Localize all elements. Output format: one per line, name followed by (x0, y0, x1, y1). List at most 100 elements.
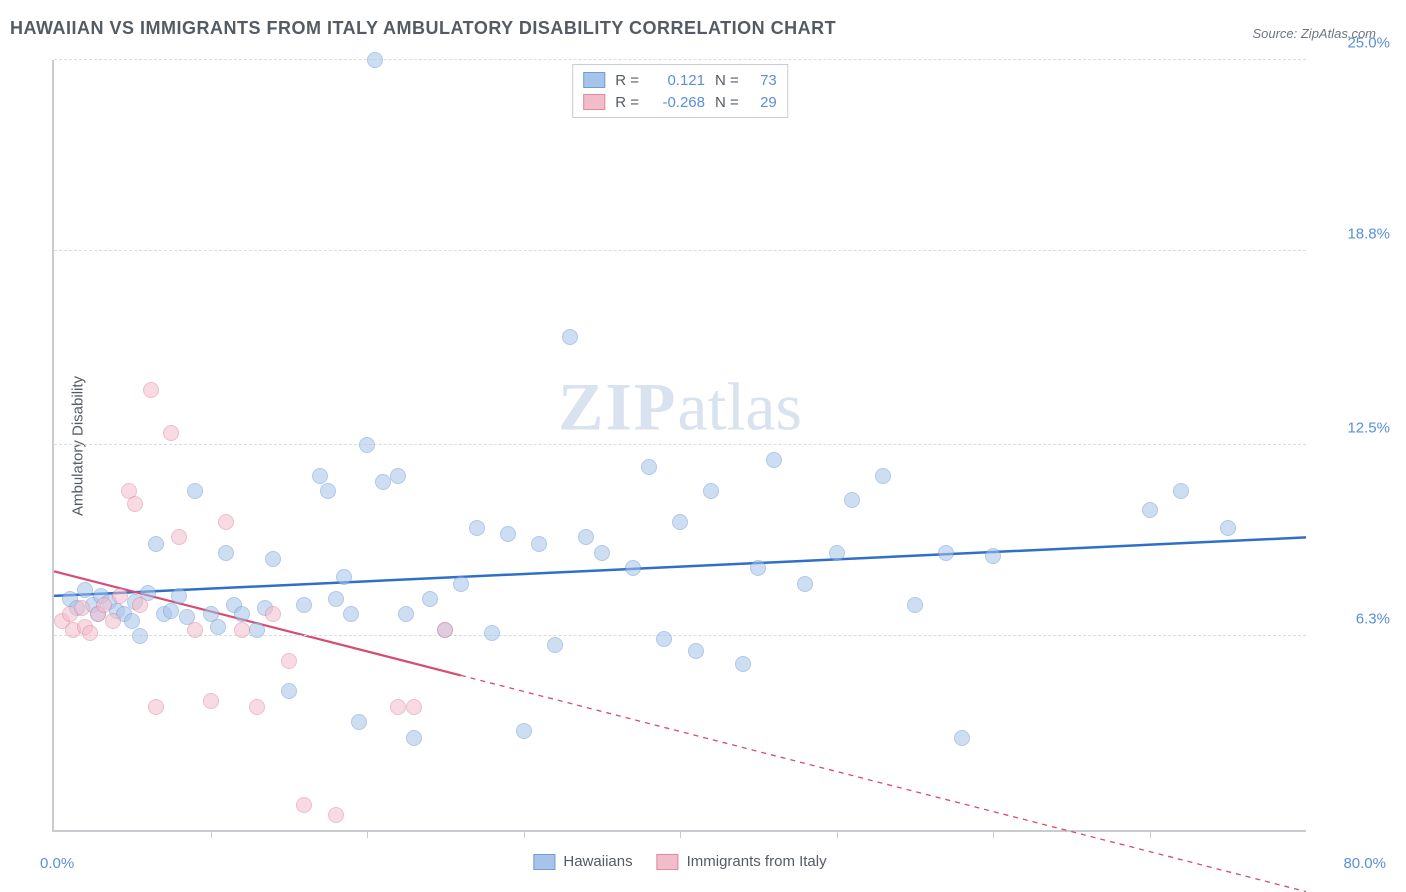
scatter-point-immigrants_italy (74, 600, 90, 616)
scatter-point-hawaiians (398, 606, 414, 622)
legend-r-prefix: R = (615, 94, 639, 111)
scatter-point-hawaiians (688, 643, 704, 659)
scatter-point-hawaiians (218, 545, 234, 561)
scatter-point-hawaiians (265, 551, 281, 567)
scatter-point-hawaiians (132, 628, 148, 644)
scatter-point-hawaiians (625, 560, 641, 576)
scatter-point-hawaiians (656, 631, 672, 647)
scatter-point-hawaiians (797, 576, 813, 592)
scatter-point-immigrants_italy (187, 622, 203, 638)
scatter-point-immigrants_italy (390, 699, 406, 715)
legend-stats-row: R = 0.121 N = 73 (583, 69, 777, 91)
scatter-point-immigrants_italy (105, 613, 121, 629)
scatter-point-hawaiians (375, 474, 391, 490)
legend-swatch-italy (583, 94, 605, 110)
scatter-point-immigrants_italy (203, 693, 219, 709)
scatter-point-hawaiians (171, 588, 187, 604)
x-tick (367, 830, 368, 838)
scatter-point-hawaiians (453, 576, 469, 592)
gridline (54, 59, 1306, 60)
scatter-point-hawaiians (351, 714, 367, 730)
scatter-point-hawaiians (703, 483, 719, 499)
watermark-zip: ZIP (558, 368, 677, 444)
scatter-point-hawaiians (406, 730, 422, 746)
scatter-point-hawaiians (547, 637, 563, 653)
scatter-point-immigrants_italy (171, 529, 187, 545)
gridline (54, 444, 1306, 445)
scatter-point-hawaiians (296, 597, 312, 613)
scatter-point-hawaiians (766, 452, 782, 468)
scatter-point-hawaiians (422, 591, 438, 607)
y-tick-label: 12.5% (1347, 420, 1390, 437)
scatter-point-hawaiians (320, 483, 336, 499)
y-tick-label: 18.8% (1347, 225, 1390, 242)
scatter-point-hawaiians (844, 492, 860, 508)
scatter-point-hawaiians (516, 723, 532, 739)
scatter-point-hawaiians (750, 560, 766, 576)
scatter-point-immigrants_italy (296, 797, 312, 813)
scatter-point-hawaiians (234, 606, 250, 622)
scatter-point-immigrants_italy (265, 606, 281, 622)
x-tick (524, 830, 525, 838)
scatter-point-hawaiians (77, 582, 93, 598)
chart-title: HAWAIIAN VS IMMIGRANTS FROM ITALY AMBULA… (10, 18, 836, 39)
watermark: ZIPatlas (558, 367, 802, 446)
scatter-point-hawaiians (735, 656, 751, 672)
scatter-point-hawaiians (938, 545, 954, 561)
scatter-point-hawaiians (1220, 520, 1236, 536)
trend-line-hawaiians (54, 537, 1306, 596)
scatter-point-hawaiians (954, 730, 970, 746)
legend-item-italy: Immigrants from Italy (657, 853, 827, 870)
scatter-point-hawaiians (249, 622, 265, 638)
legend-r-value-italy: -0.268 (649, 94, 705, 111)
scatter-point-immigrants_italy (281, 653, 297, 669)
scatter-point-immigrants_italy (163, 425, 179, 441)
x-axis-max-label: 80.0% (1343, 855, 1386, 872)
legend-stats-row: R = -0.268 N = 29 (583, 91, 777, 113)
x-tick (680, 830, 681, 838)
plot-area: ZIPatlas R = 0.121 N = 73 R = -0.268 N =… (52, 60, 1306, 832)
scatter-point-hawaiians (672, 514, 688, 530)
scatter-point-hawaiians (469, 520, 485, 536)
scatter-point-immigrants_italy (127, 496, 143, 512)
scatter-point-hawaiians (594, 545, 610, 561)
scatter-point-hawaiians (359, 437, 375, 453)
scatter-point-immigrants_italy (234, 622, 250, 638)
scatter-point-hawaiians (531, 536, 547, 552)
legend-swatch-italy (657, 854, 679, 870)
scatter-point-immigrants_italy (406, 699, 422, 715)
scatter-point-hawaiians (985, 548, 1001, 564)
scatter-point-hawaiians (281, 683, 297, 699)
x-tick (1150, 830, 1151, 838)
legend-swatch-hawaiians (533, 854, 555, 870)
scatter-point-immigrants_italy (437, 622, 453, 638)
scatter-point-immigrants_italy (143, 382, 159, 398)
legend-swatch-hawaiians (583, 72, 605, 88)
scatter-point-hawaiians (312, 468, 328, 484)
y-tick-label: 6.3% (1356, 610, 1390, 627)
x-tick (837, 830, 838, 838)
legend-label-italy: Immigrants from Italy (687, 853, 827, 870)
scatter-point-hawaiians (1173, 483, 1189, 499)
legend-n-prefix: N = (715, 72, 739, 89)
scatter-point-hawaiians (500, 526, 516, 542)
scatter-point-immigrants_italy (249, 699, 265, 715)
scatter-point-immigrants_italy (82, 625, 98, 641)
gridline (54, 250, 1306, 251)
legend-r-value-hawaiians: 0.121 (649, 72, 705, 89)
x-tick (993, 830, 994, 838)
scatter-point-immigrants_italy (132, 597, 148, 613)
scatter-point-hawaiians (367, 52, 383, 68)
scatter-point-immigrants_italy (96, 597, 112, 613)
scatter-point-immigrants_italy (218, 514, 234, 530)
scatter-point-immigrants_italy (148, 699, 164, 715)
x-axis-min-label: 0.0% (40, 855, 74, 872)
scatter-point-hawaiians (562, 329, 578, 345)
scatter-point-hawaiians (578, 529, 594, 545)
scatter-point-hawaiians (148, 536, 164, 552)
scatter-point-hawaiians (390, 468, 406, 484)
legend-n-value-italy: 29 (749, 94, 777, 111)
legend-r-prefix: R = (615, 72, 639, 89)
scatter-point-hawaiians (1142, 502, 1158, 518)
watermark-atlas: atlas (677, 368, 802, 444)
